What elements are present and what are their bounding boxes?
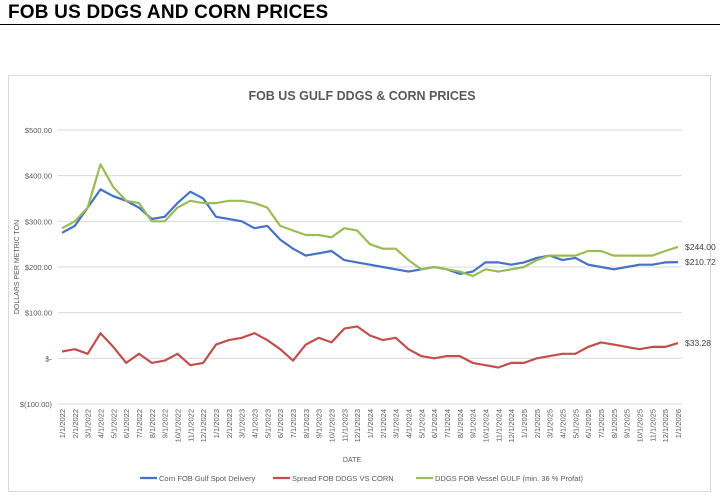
x-tick-label: 5/1/2023 <box>263 409 272 438</box>
x-tick-label: 9/1/2024 <box>469 409 478 438</box>
y-tick-label: $- <box>45 354 52 363</box>
title-divider <box>0 24 720 25</box>
x-axis-label: DATE <box>343 457 361 464</box>
x-tick-label: 2/1/2022 <box>71 409 80 438</box>
x-tick-label: 11/1/2024 <box>494 409 503 442</box>
x-tick-label: 8/1/2023 <box>302 409 311 438</box>
chart-title: FOB US GULF DDGS & CORN PRICES <box>248 89 475 103</box>
x-tick-label: 7/1/2025 <box>597 409 606 438</box>
x-tick-label: 5/1/2022 <box>109 409 118 438</box>
y-tick-label: $100.00 <box>25 309 52 318</box>
legend-entry: DDGS FOB Vessel GULF (min. 36 % Profat) <box>435 474 583 483</box>
x-tick-label: 4/1/2025 <box>559 409 568 438</box>
x-tick-label: 10/1/2025 <box>636 409 645 442</box>
y-tick-label: $(100.00) <box>20 400 53 409</box>
x-tick-label: 11/1/2023 <box>340 409 349 442</box>
x-tick-label: 7/1/2024 <box>443 409 452 438</box>
series-line-spread <box>61 325 679 369</box>
y-axis-label: DOLLARS PER METRIC TON <box>14 220 21 314</box>
x-tick-label: 4/1/2024 <box>405 409 414 438</box>
y-tick-label: $400.00 <box>25 172 52 181</box>
x-tick-label: 10/1/2022 <box>174 409 183 442</box>
x-tick-label: 4/1/2023 <box>251 409 260 438</box>
y-tick-label: $500.00 <box>25 126 52 135</box>
x-tick-label: 4/1/2022 <box>97 409 106 438</box>
x-tick-label: 8/1/2025 <box>610 409 619 438</box>
x-tick-label: 11/1/2025 <box>648 409 657 442</box>
x-tick-label: 12/1/2022 <box>199 409 208 442</box>
x-tick-label: 10/1/2023 <box>328 409 337 442</box>
x-tick-label: 1/1/2026 <box>674 409 683 438</box>
x-tick-label: 7/1/2022 <box>135 409 144 438</box>
x-tick-label: 12/1/2023 <box>353 409 362 442</box>
x-tick-label: 1/1/2025 <box>520 409 529 438</box>
x-tick-label: 1/1/2022 <box>58 409 67 438</box>
x-tick-label: 6/1/2023 <box>276 409 285 438</box>
page-title: FOB US DDGS AND CORN PRICES <box>8 2 329 23</box>
x-tick-label: 12/1/2025 <box>661 409 670 442</box>
end-value-label: $33.28 <box>685 338 711 348</box>
x-tick-label: 6/1/2024 <box>430 409 439 438</box>
x-tick-label: 6/1/2025 <box>584 409 593 438</box>
chart-frame <box>8 75 711 492</box>
x-tick-label: 5/1/2024 <box>417 409 426 438</box>
x-tick-label: 11/1/2022 <box>186 409 195 442</box>
y-tick-label: $300.00 <box>25 217 52 226</box>
x-tick-label: 2/1/2025 <box>533 409 542 438</box>
x-tick-label: 2/1/2023 <box>225 409 234 438</box>
x-tick-label: 8/1/2024 <box>456 409 465 438</box>
legend-entry: Spread FOB DDGS VS CORN <box>292 474 394 483</box>
legend-entry: Corn FOB Gulf Spot Delivery <box>159 474 256 483</box>
end-value-label: $244.00 <box>685 242 716 252</box>
series-line-ddgs <box>61 163 679 278</box>
x-tick-label: 7/1/2023 <box>289 409 298 438</box>
x-tick-label: 5/1/2025 <box>571 409 580 438</box>
x-tick-label: 3/1/2023 <box>238 409 247 438</box>
x-tick-label: 12/1/2024 <box>507 409 516 442</box>
x-tick-label: 8/1/2022 <box>148 409 157 438</box>
x-tick-label: 6/1/2022 <box>122 409 131 438</box>
x-tick-label: 9/1/2023 <box>315 409 324 438</box>
x-tick-label: 3/1/2024 <box>392 409 401 438</box>
x-tick-label: 1/1/2023 <box>212 409 221 438</box>
x-tick-label: 9/1/2022 <box>161 409 170 438</box>
x-tick-label: 2/1/2024 <box>379 409 388 438</box>
x-tick-label: 10/1/2024 <box>482 409 491 442</box>
series-line-corn <box>61 188 679 275</box>
y-tick-label: $200.00 <box>25 263 52 272</box>
x-tick-label: 1/1/2024 <box>366 409 375 438</box>
end-value-label: $210.72 <box>685 257 716 267</box>
x-tick-label: 3/1/2022 <box>84 409 93 438</box>
x-tick-label: 9/1/2025 <box>623 409 632 438</box>
x-tick-label: 3/1/2025 <box>546 409 555 438</box>
